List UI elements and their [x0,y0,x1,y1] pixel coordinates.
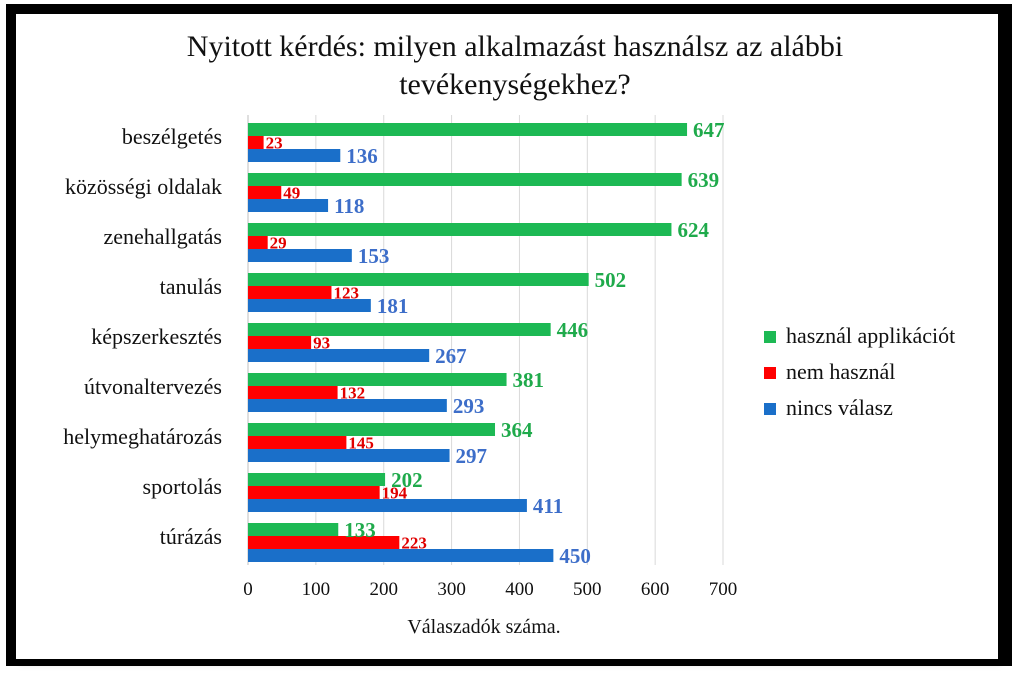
bar [248,349,430,362]
data-label: 194 [382,483,408,502]
bar [248,123,688,136]
chart-title-line-2: tevékenységekhez? [399,68,631,101]
bar [248,499,527,512]
bar [248,249,352,262]
bar [248,423,496,436]
legend-swatch [764,367,776,379]
data-label: 93 [313,333,330,352]
x-tick-label: 400 [505,579,534,600]
data-label: 297 [456,444,488,468]
data-label: 647 [693,118,725,142]
data-label: 411 [533,494,563,518]
bar [248,323,551,336]
data-label: 639 [688,168,720,192]
x-axis-label: Válaszadók száma. [407,616,560,638]
legend-entry: használ applikációt [786,323,955,348]
data-label: 267 [435,344,467,368]
x-tick-label: 100 [302,579,331,600]
data-label: 49 [283,183,300,202]
bar [248,223,672,236]
data-label: 450 [559,544,591,568]
data-label: 29 [270,233,287,252]
bar [248,149,341,162]
x-tick-label: 0 [243,579,253,600]
data-label: 502 [595,268,627,292]
bar [248,273,589,286]
bar [248,173,682,186]
data-label: 293 [453,394,485,418]
category-label: képszerkesztés [91,324,222,349]
chart-title-line-1: Nyitott kérdés: milyen alkalmazást haszn… [187,30,843,63]
data-label: 181 [377,294,409,318]
bar [248,286,332,299]
x-tick-label: 300 [437,579,466,600]
data-label: 132 [340,383,366,402]
bar [248,536,400,549]
category-label: közösségi oldalak [65,174,222,199]
bar [248,436,347,449]
data-label: 624 [677,218,709,242]
bar [248,449,450,462]
data-label: 136 [346,144,378,168]
bar [248,473,386,486]
bar [248,136,264,149]
bar [248,236,268,249]
data-label: 446 [557,318,589,342]
legend-entry: nem használ [786,359,895,384]
data-label: 364 [501,418,533,442]
category-label: útvonaltervezés [84,374,222,399]
category-label: zenehallgatás [104,224,223,249]
bar [248,336,312,349]
x-tick-label: 500 [573,579,602,600]
bar [248,299,371,312]
data-label: 145 [348,433,374,452]
bar [248,186,282,199]
bar [248,523,339,536]
bar [248,386,338,399]
data-label: 223 [401,533,427,552]
bar [248,199,329,212]
data-label: 202 [391,468,423,492]
category-label: helymeghatározás [63,424,222,449]
bar [248,486,380,499]
category-label: tanulás [160,274,222,299]
data-label: 123 [333,283,359,302]
bar [248,373,507,386]
x-tick-label: 600 [641,579,670,600]
legend-entry: nincs válasz [786,395,893,420]
x-tick-label: 700 [709,579,738,600]
category-label: túrázás [160,524,222,549]
category-label: beszélgetés [122,124,222,149]
data-label: 118 [334,194,364,218]
data-label: 23 [266,133,283,152]
bar [248,549,554,562]
data-label: 381 [513,368,545,392]
category-label: sportolás [143,474,222,499]
data-label: 153 [358,244,390,268]
legend-swatch [764,403,776,415]
data-label: 133 [344,518,376,542]
x-tick-label: 200 [369,579,398,600]
bar [248,399,447,412]
legend-swatch [764,331,776,343]
